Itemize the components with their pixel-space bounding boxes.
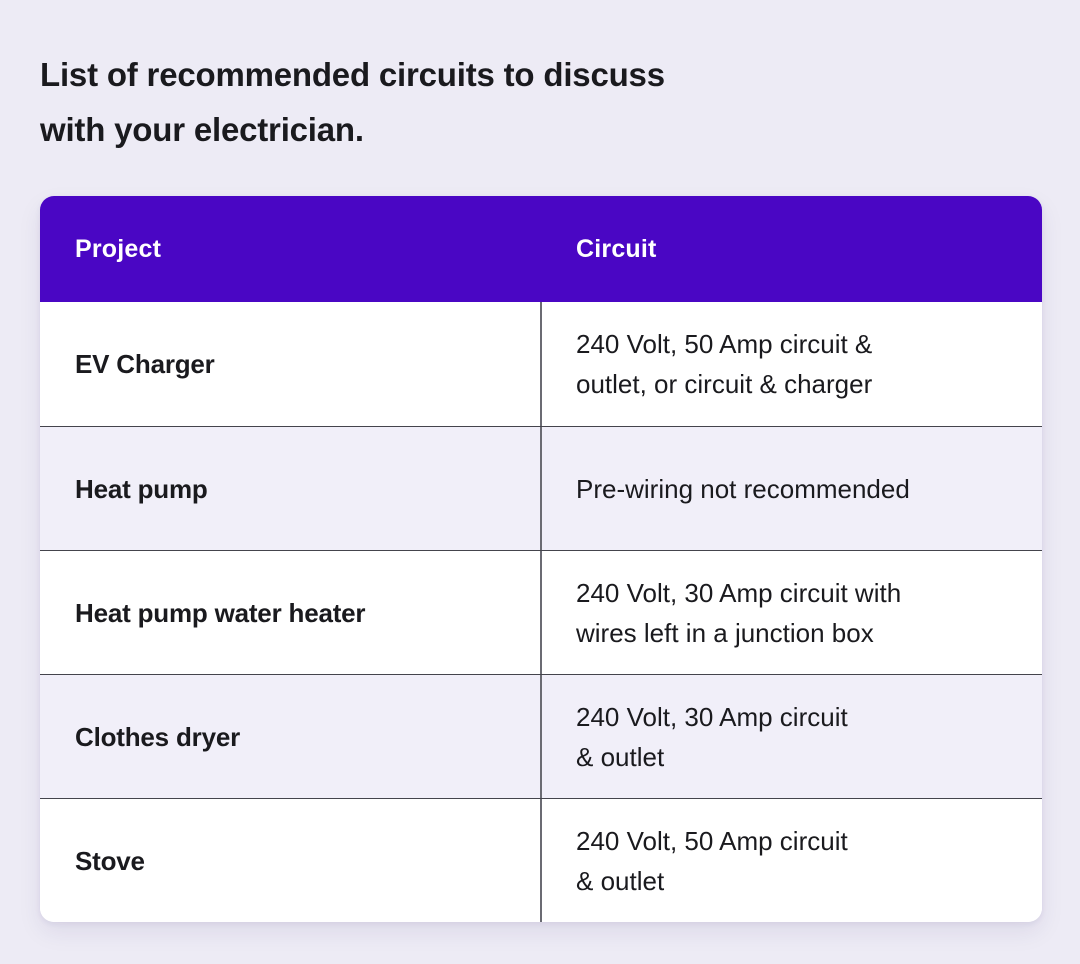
circuits-table: Project Circuit EV Charger 240 Volt, 50 … [40,196,1042,922]
circuit-cell: 240 Volt, 50 Amp circuit & outlet, or ci… [576,329,873,399]
table-row: Stove 240 Volt, 50 Amp circuit & outlet [40,798,1042,922]
table-row: EV Charger 240 Volt, 50 Amp circuit & ou… [40,302,1042,426]
table-header-row: Project Circuit [40,196,1042,302]
project-cell: Clothes dryer [40,675,542,798]
project-cell: Heat pump [40,427,542,550]
page-title: List of recommended circuits to discuss … [40,56,665,148]
circuit-cell: 240 Volt, 50 Amp circuit & outlet [576,825,848,896]
circuit-cell: 240 Volt, 30 Amp circuit with wires left… [576,577,902,648]
circuit-cell: 240 Volt, 30 Amp circuit & outlet [576,701,848,772]
project-cell: Stove [40,799,542,922]
circuit-cell: Pre-wiring not recommended [576,473,910,504]
column-header-circuit: Circuit [576,234,657,263]
project-cell: Heat pump water heater [40,551,542,674]
table-row: Heat pump water heater 240 Volt, 30 Amp … [40,550,1042,674]
column-header-project: Project [75,234,162,263]
table-row: Clothes dryer 240 Volt, 30 Amp circuit &… [40,674,1042,798]
project-cell: EV Charger [40,302,542,426]
table-row: Heat pump Pre-wiring not recommended [40,426,1042,550]
